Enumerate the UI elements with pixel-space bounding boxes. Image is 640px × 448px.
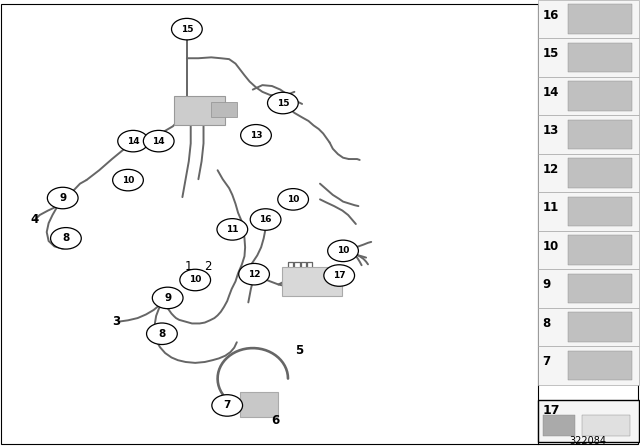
Bar <box>582 415 630 436</box>
Bar <box>538 269 639 308</box>
Bar <box>568 312 632 342</box>
Text: 6: 6 <box>271 414 279 427</box>
Text: 15: 15 <box>543 47 559 60</box>
FancyBboxPatch shape <box>282 267 342 296</box>
Bar <box>568 274 632 303</box>
Text: 7: 7 <box>223 401 231 410</box>
FancyBboxPatch shape <box>174 96 225 125</box>
Circle shape <box>250 209 281 230</box>
Circle shape <box>239 263 269 285</box>
Bar <box>538 400 639 442</box>
Text: 2: 2 <box>204 260 212 273</box>
Circle shape <box>241 125 271 146</box>
Bar <box>538 154 639 192</box>
Circle shape <box>152 287 183 309</box>
Text: 9: 9 <box>59 193 67 203</box>
Circle shape <box>147 323 177 345</box>
Text: 11: 11 <box>226 225 239 234</box>
Circle shape <box>324 265 355 286</box>
Circle shape <box>278 189 308 210</box>
Text: 17: 17 <box>543 404 560 418</box>
Text: 10: 10 <box>543 240 559 253</box>
Bar <box>568 197 632 226</box>
Circle shape <box>212 395 243 416</box>
Bar <box>538 308 639 346</box>
Circle shape <box>328 240 358 262</box>
Circle shape <box>118 130 148 152</box>
Bar <box>568 81 632 111</box>
Bar <box>568 4 632 34</box>
Bar <box>568 235 632 265</box>
Bar <box>568 351 632 380</box>
Text: 10: 10 <box>287 195 300 204</box>
Text: 9: 9 <box>543 278 551 292</box>
Text: 3: 3 <box>113 315 120 328</box>
Circle shape <box>51 228 81 249</box>
Text: 8: 8 <box>62 233 70 243</box>
Circle shape <box>47 187 78 209</box>
Text: 12: 12 <box>248 270 260 279</box>
Text: 14: 14 <box>543 86 559 99</box>
Circle shape <box>180 269 211 291</box>
Text: 1: 1 <box>185 260 193 273</box>
Text: 15: 15 <box>180 25 193 34</box>
Circle shape <box>172 18 202 40</box>
Bar <box>568 158 632 188</box>
Text: 14: 14 <box>152 137 165 146</box>
Text: 13: 13 <box>250 131 262 140</box>
Text: 8: 8 <box>158 329 166 339</box>
Text: 10: 10 <box>122 176 134 185</box>
Text: 16: 16 <box>259 215 272 224</box>
Circle shape <box>217 219 248 240</box>
Bar <box>538 115 639 154</box>
Bar <box>568 43 632 72</box>
Text: 9: 9 <box>164 293 172 303</box>
Text: 13: 13 <box>543 124 559 138</box>
Bar <box>538 346 639 385</box>
Text: 15: 15 <box>276 99 289 108</box>
Bar <box>538 231 639 269</box>
Bar <box>538 192 639 231</box>
Text: 8: 8 <box>543 317 551 330</box>
Circle shape <box>268 92 298 114</box>
Text: 322084: 322084 <box>569 436 606 446</box>
FancyBboxPatch shape <box>211 102 237 117</box>
FancyBboxPatch shape <box>240 392 278 417</box>
Circle shape <box>113 169 143 191</box>
Bar <box>538 77 639 115</box>
Circle shape <box>143 130 174 152</box>
Text: 14: 14 <box>127 137 140 146</box>
Text: 11: 11 <box>543 201 559 215</box>
Bar <box>568 120 632 149</box>
Text: 7: 7 <box>543 355 551 369</box>
Text: 4: 4 <box>31 213 38 226</box>
Text: 5: 5 <box>296 344 303 357</box>
Text: 10: 10 <box>189 276 202 284</box>
Text: 10: 10 <box>337 246 349 255</box>
Text: 16: 16 <box>543 9 559 22</box>
Bar <box>538 38 639 77</box>
Text: 12: 12 <box>543 163 559 176</box>
Bar <box>538 0 639 38</box>
Text: 17: 17 <box>333 271 346 280</box>
Bar <box>543 415 575 436</box>
